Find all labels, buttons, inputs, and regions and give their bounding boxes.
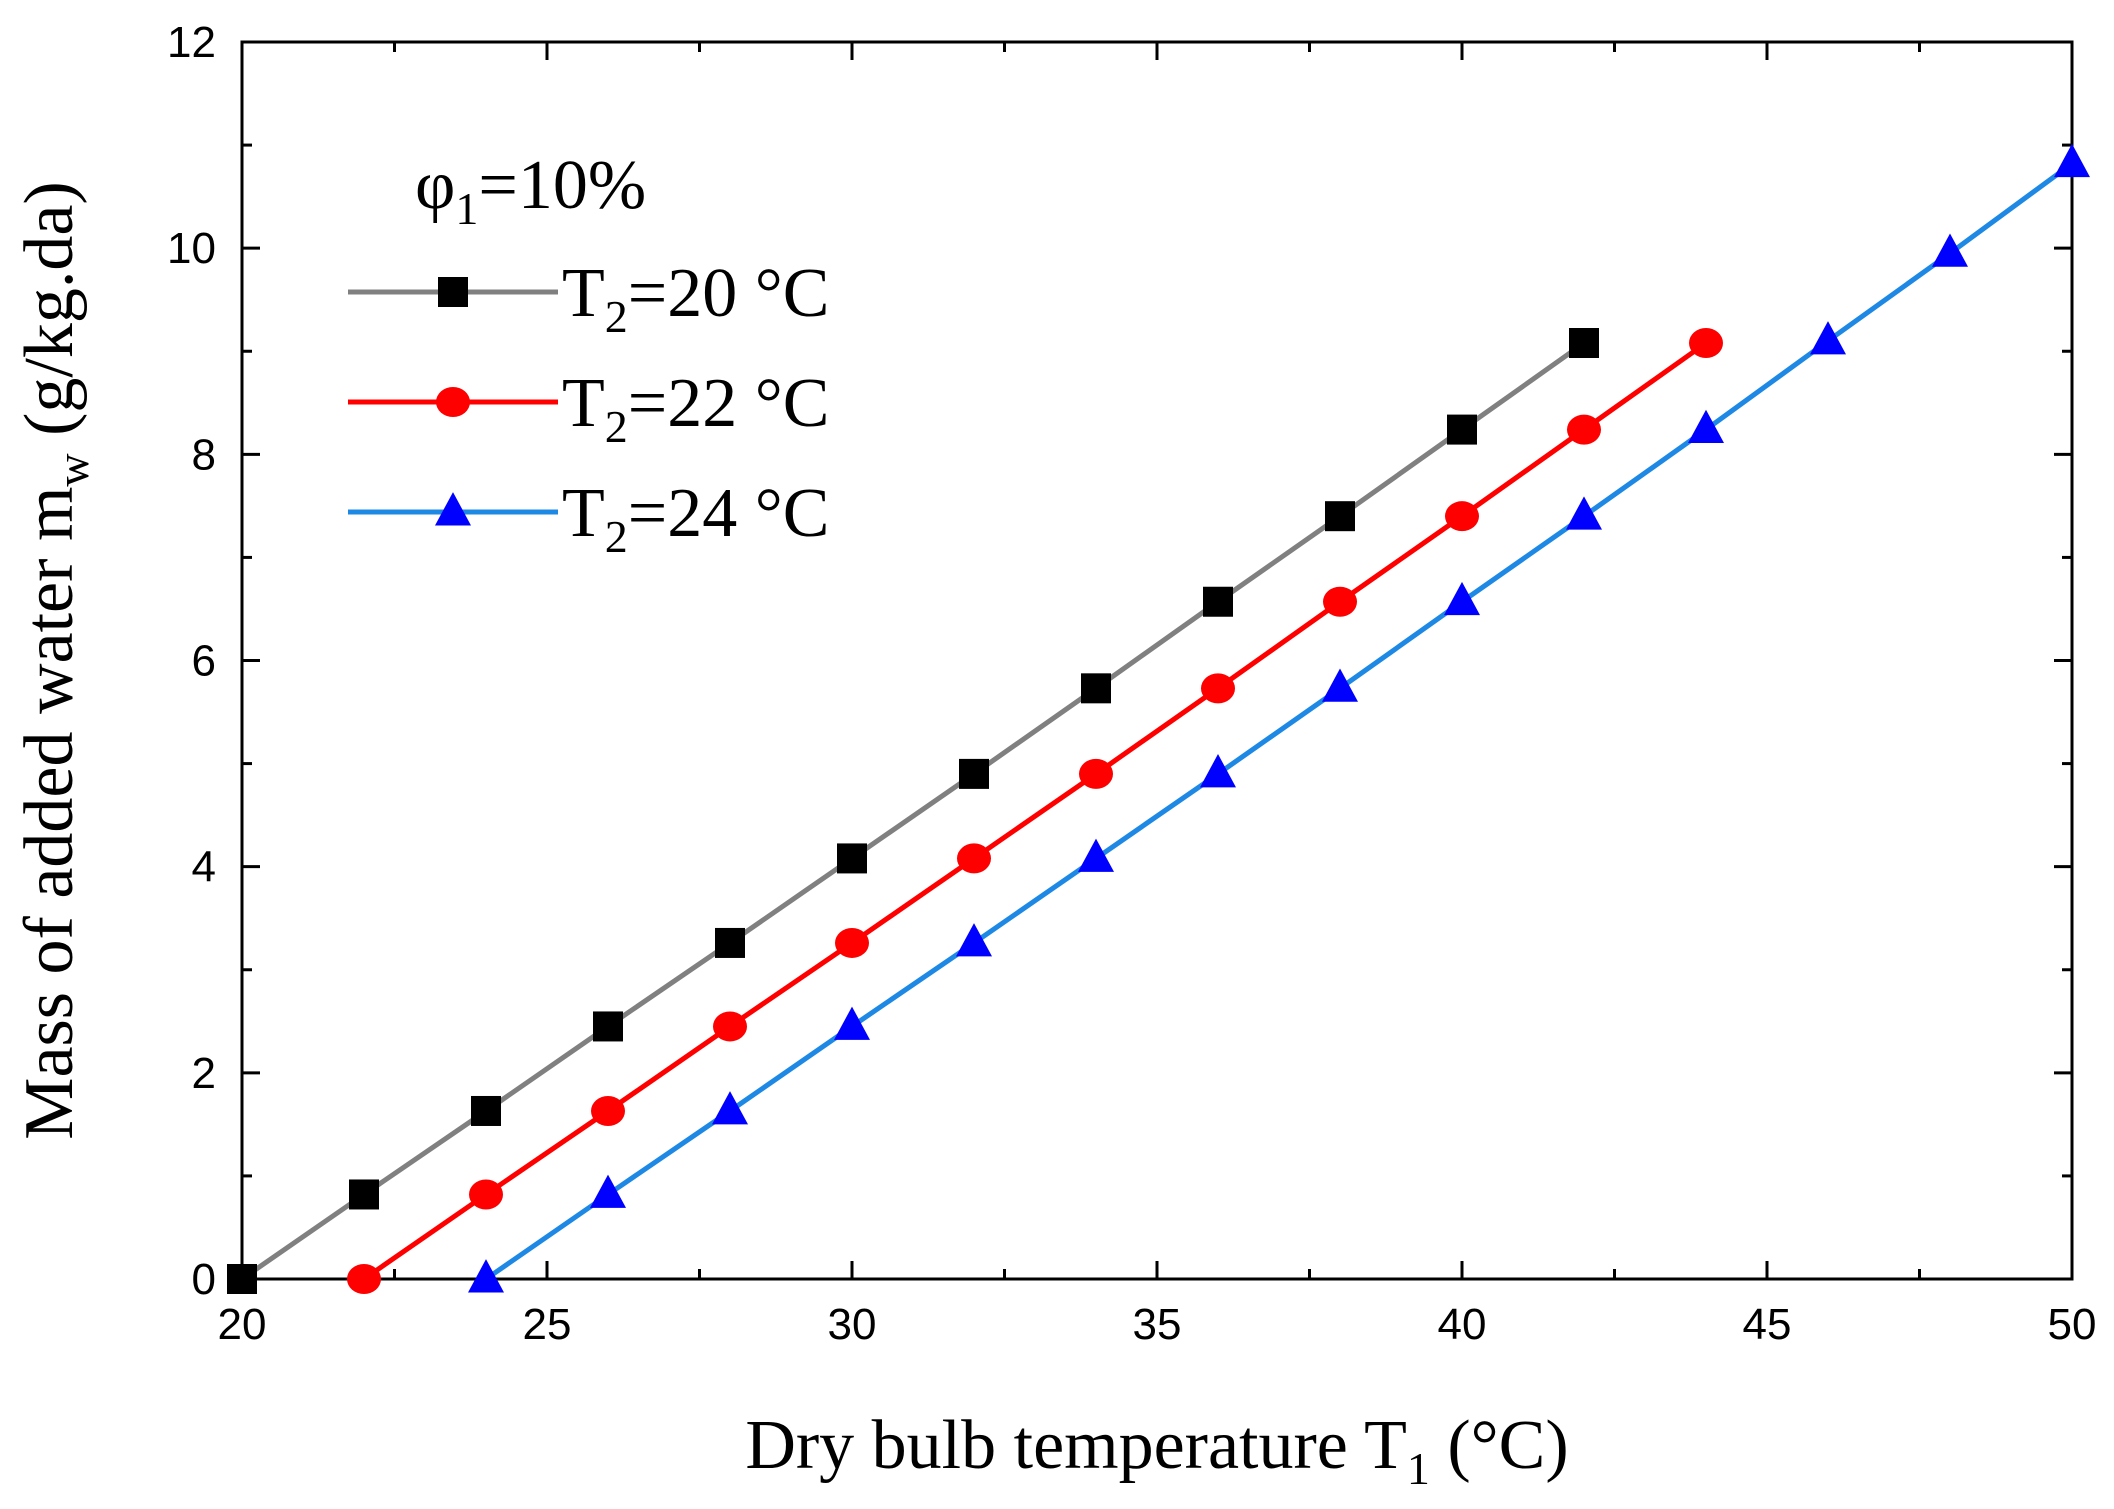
legend-title-symbol: φ <box>415 147 455 224</box>
y-tick-label: 2 <box>192 1049 216 1098</box>
legend-label-main: T <box>562 475 605 552</box>
series-line-3 <box>484 161 2074 1282</box>
series-3-point <box>590 1174 626 1208</box>
plot-frame <box>240 40 2074 1281</box>
series-2-point <box>1689 328 1723 359</box>
legend-label-sub: 2 <box>605 401 628 452</box>
series-1-point <box>1203 586 1233 617</box>
series-3-point <box>468 1259 504 1293</box>
series-3-point <box>834 1006 870 1040</box>
series-1-point <box>471 1095 501 1126</box>
y-axis-title: Mass of added water mw (g/kg.da) <box>11 181 98 1140</box>
series-2-point <box>1567 414 1601 445</box>
y-tick-label: 12 <box>167 18 216 67</box>
series-3-point <box>1566 496 1602 530</box>
plot-border <box>240 40 2074 1281</box>
series-1-point <box>1569 328 1599 359</box>
series-3-point <box>1322 668 1358 702</box>
series-lines <box>240 161 2074 1282</box>
series-1-point <box>959 758 989 789</box>
series-2-point <box>1079 758 1113 789</box>
x-axis-title-unit: (°C) <box>1430 1407 1569 1484</box>
series-2-point <box>713 1011 747 1042</box>
series-3-point <box>1200 754 1236 788</box>
x-tick-label: 40 <box>1438 1300 1487 1349</box>
series-1-point <box>1325 501 1355 532</box>
legend-title-sub: 1 <box>455 183 478 234</box>
legend-title-text: =10% <box>478 147 646 224</box>
series-3-point <box>1078 838 1114 872</box>
legend-label-text: =22 °C <box>628 365 830 442</box>
series-2-point <box>347 1264 381 1294</box>
legend-label-3: T2=24 °C <box>562 475 829 562</box>
series-3-point <box>1444 581 1480 616</box>
series-2-point <box>1445 501 1479 532</box>
series-2-point <box>957 843 991 874</box>
series-1-point <box>837 843 867 874</box>
legend-label-1: T2=20 °C <box>562 255 829 342</box>
x-tick-label: 30 <box>828 1300 877 1349</box>
series-3-point <box>1932 233 1968 267</box>
legend-label-text: =24 °C <box>628 475 830 552</box>
series-line-2 <box>362 340 1708 1282</box>
x-tick-label: 35 <box>1133 1300 1182 1349</box>
y-tick-label: 0 <box>192 1255 216 1304</box>
series-1-point <box>349 1179 379 1210</box>
series-markers <box>227 143 2090 1294</box>
x-tick-label: 50 <box>2048 1300 2097 1349</box>
series-2-point <box>591 1095 625 1126</box>
series-2-point <box>1323 586 1357 617</box>
legend: φ1=10%T2=20 °CT2=22 °CT2=24 °C <box>348 147 829 562</box>
legend-label-main: T <box>562 255 605 332</box>
series-2-point <box>1201 673 1235 704</box>
y-tick-label: 10 <box>167 224 216 273</box>
legend-title: φ1=10% <box>415 147 646 234</box>
series-2-point <box>469 1179 503 1210</box>
series-1-point <box>715 927 745 958</box>
x-tick-label: 45 <box>1743 1300 1792 1349</box>
y-tick-label: 4 <box>192 843 216 892</box>
legend-marker-2 <box>436 387 470 417</box>
series-3-point <box>712 1091 748 1125</box>
y-axis-title-main: Mass of added water m <box>11 487 88 1140</box>
axis-ticks <box>240 40 2074 1281</box>
series-3-point <box>956 923 992 957</box>
series-3-point <box>1688 409 1724 444</box>
series-1-point <box>593 1011 623 1042</box>
series-1-point <box>227 1264 257 1294</box>
series-1-point <box>1081 673 1111 704</box>
series-3-point <box>2054 143 2090 178</box>
y-tick-label: 6 <box>192 637 216 686</box>
series-1-point <box>1447 414 1477 445</box>
legend-label-text: =20 °C <box>628 255 830 332</box>
y-axis-title-unit: (g/kg.da) <box>11 181 88 453</box>
y-axis-title-sub: w <box>47 453 98 487</box>
legend-marker-3 <box>435 492 471 526</box>
series-2-point <box>835 927 869 958</box>
legend-label-sub: 2 <box>605 511 628 562</box>
legend-label-main: T <box>562 365 605 442</box>
series-3-point <box>1810 321 1846 355</box>
series-line-1 <box>240 340 1586 1282</box>
x-tick-label: 25 <box>523 1300 572 1349</box>
x-axis-title-main: Dry bulb temperature T <box>745 1407 1407 1484</box>
legend-marker-1 <box>438 277 468 307</box>
x-axis-title-sub: 1 <box>1407 1443 1430 1494</box>
legend-label-2: T2=22 °C <box>562 365 829 452</box>
x-tick-label: 20 <box>218 1300 267 1349</box>
legend-label-sub: 2 <box>605 291 628 342</box>
x-axis-title: Dry bulb temperature T1 (°C) <box>745 1407 1568 1494</box>
y-tick-label: 8 <box>192 430 216 479</box>
